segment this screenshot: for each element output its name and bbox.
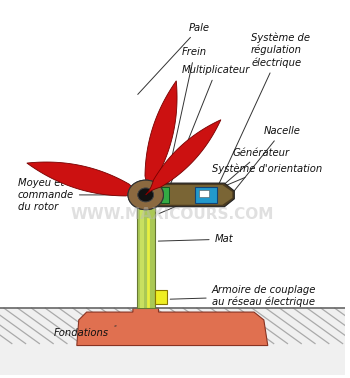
Text: Mat: Mat xyxy=(158,234,233,244)
Text: Multiplicateur: Multiplicateur xyxy=(167,65,251,194)
Bar xyxy=(199,190,209,197)
Polygon shape xyxy=(146,120,221,195)
Text: Fondations: Fondations xyxy=(54,326,116,338)
Ellipse shape xyxy=(138,188,154,202)
Text: Système d'orientation: Système d'orientation xyxy=(159,163,322,214)
Bar xyxy=(195,187,217,203)
Text: Moyeu et
commande
du rotor: Moyeu et commande du rotor xyxy=(18,178,125,212)
Bar xyxy=(0,308,344,375)
Text: Système de
régulation
électrique: Système de régulation électrique xyxy=(218,33,310,186)
Polygon shape xyxy=(27,162,146,196)
Bar xyxy=(161,187,169,203)
Polygon shape xyxy=(77,308,268,345)
Bar xyxy=(137,207,155,308)
Bar xyxy=(140,207,144,308)
Text: Pale: Pale xyxy=(138,23,210,94)
Text: Armoire de couplage
au réseau électrique: Armoire de couplage au réseau électrique xyxy=(170,285,316,307)
Ellipse shape xyxy=(128,180,163,210)
Text: WWW.MAXICOURS.COM: WWW.MAXICOURS.COM xyxy=(71,207,274,222)
Polygon shape xyxy=(144,183,234,207)
Polygon shape xyxy=(146,185,232,205)
Ellipse shape xyxy=(128,180,163,210)
Ellipse shape xyxy=(138,188,154,202)
Text: Générateur: Générateur xyxy=(205,147,289,201)
Text: Frein: Frein xyxy=(166,47,207,184)
Text: Nacelle: Nacelle xyxy=(231,126,301,195)
Polygon shape xyxy=(145,81,177,195)
Bar xyxy=(155,290,167,304)
